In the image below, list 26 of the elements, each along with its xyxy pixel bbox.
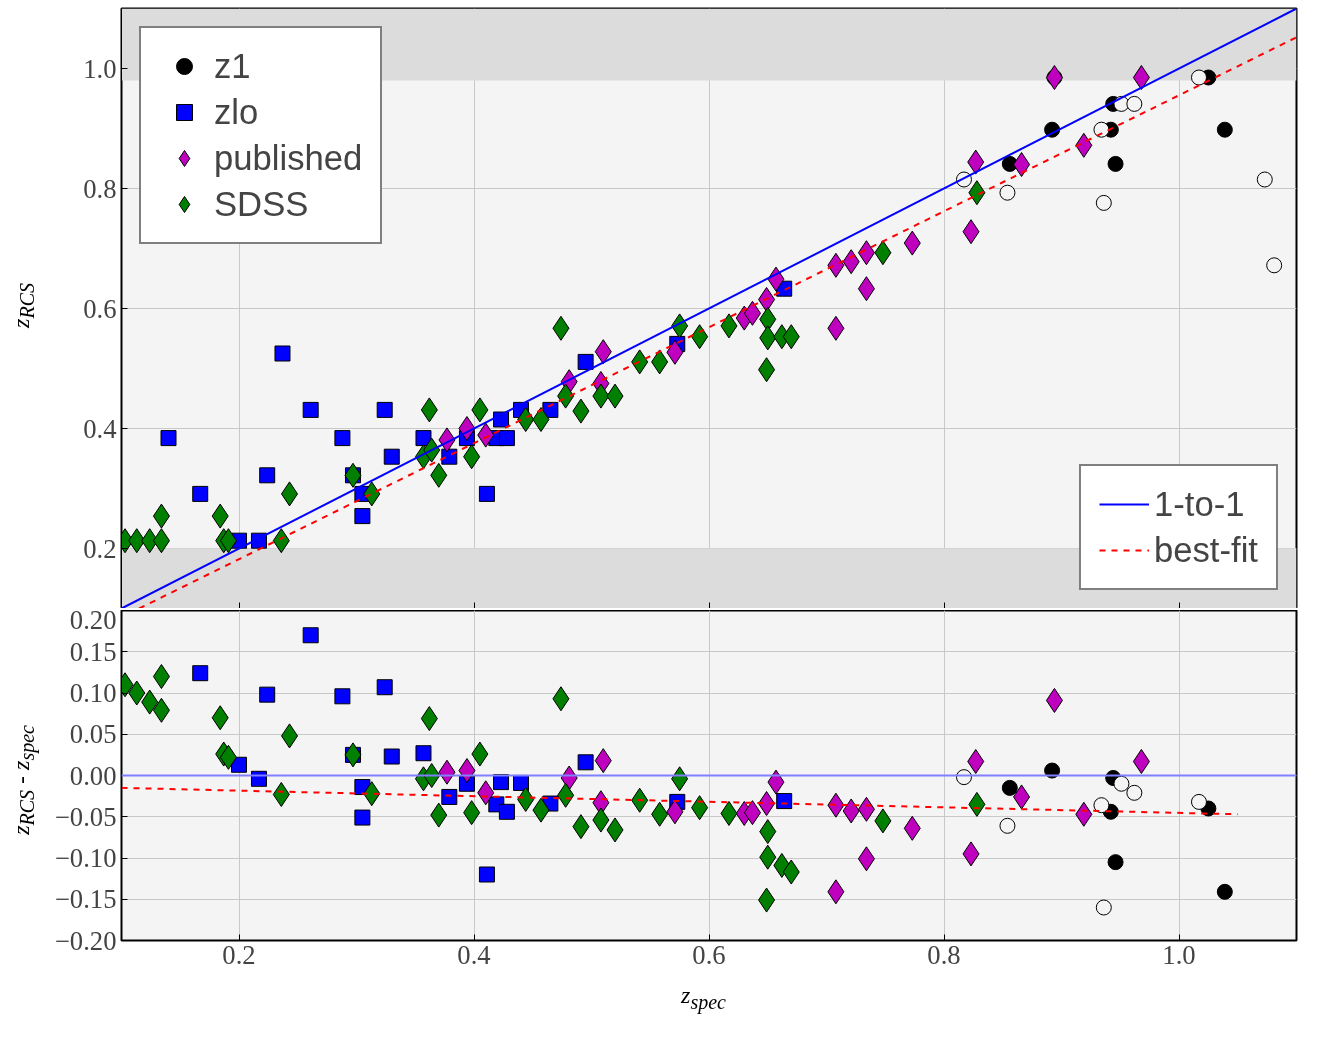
y-tick-label: 0.10 (69, 678, 117, 708)
y-tick-label: −0.10 (54, 843, 117, 873)
y-tick-label: 0.6 (83, 293, 117, 324)
legend-label: z1 (214, 46, 251, 86)
y-tick-label: 0.05 (69, 719, 117, 750)
y-tick-label: 0.4 (83, 413, 117, 444)
y-tick-label: −0.05 (54, 801, 117, 832)
x-tick-label: 0.6 (692, 939, 726, 970)
y-tick-label: 0.00 (69, 760, 117, 791)
legend-label: zlo (214, 92, 259, 132)
y-tick-label: 0.15 (69, 636, 117, 667)
x-axis-title: z$_{spec}$ (681, 980, 726, 1016)
legend-label: 1-to-1 (1153, 484, 1245, 524)
legend-label: best-fit (1153, 530, 1258, 570)
x-tick-label: 1.0 (1162, 939, 1196, 970)
y-tick-label: 0.2 (83, 533, 117, 564)
y-tick-label: 0.8 (83, 173, 117, 204)
legend-label: published (214, 138, 363, 178)
x-tick-label: 0.8 (927, 939, 961, 970)
x-tick-label: 0.2 (222, 939, 256, 970)
y-tick-label: −0.20 (54, 925, 117, 956)
y-tick-label: 0.20 (69, 604, 117, 635)
x-tick-label: 0.4 (457, 939, 491, 970)
legend-label: SDSS (214, 184, 309, 224)
y-tick-label: −0.15 (54, 884, 117, 915)
y-tick-label: 1.0 (83, 53, 117, 84)
